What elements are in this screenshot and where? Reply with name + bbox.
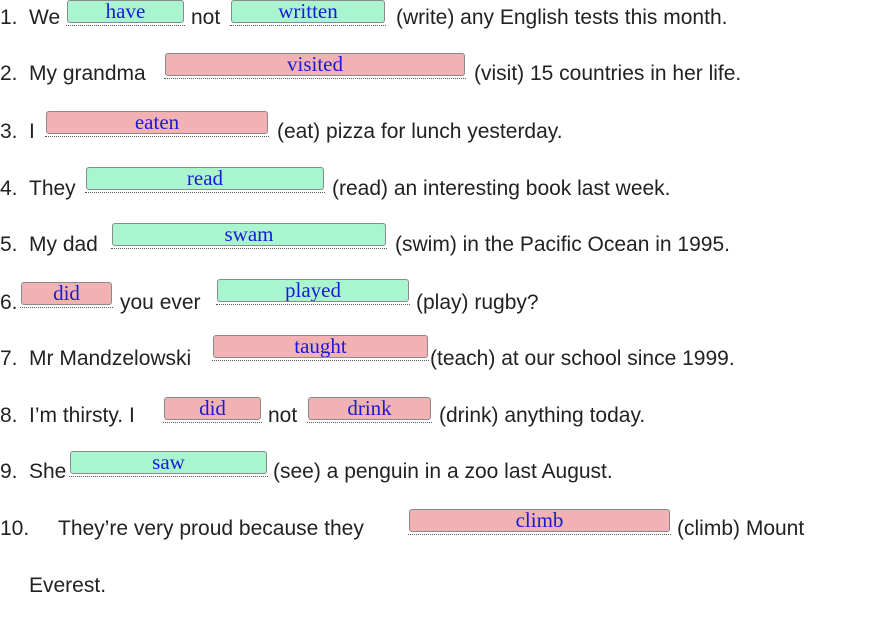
answer-input[interactable] [21, 282, 112, 305]
answer-blank [216, 279, 410, 305]
answer-blank [85, 167, 325, 193]
sentence-text: My grandma [29, 62, 146, 85]
answer-input[interactable] [164, 397, 261, 420]
sentence-text: They’re very proud because they [58, 517, 364, 540]
answer-input[interactable] [46, 111, 268, 134]
sentence-text: not [268, 404, 298, 427]
sentence-text: Everest. [29, 574, 107, 597]
sentence-text: I’m thirsty. I [29, 404, 135, 427]
answer-input[interactable] [67, 0, 184, 23]
item-number: 2. [0, 62, 18, 85]
answer-blank [212, 335, 429, 361]
item-number: 7. [0, 347, 18, 370]
sentence-text: My dad [29, 233, 98, 256]
sentence-text: Mr Mandzelowski [29, 347, 192, 370]
answer-input[interactable] [70, 451, 267, 474]
answer-input[interactable] [409, 509, 670, 532]
answer-blank [66, 0, 185, 26]
answer-input[interactable] [217, 279, 409, 302]
answer-input[interactable] [213, 335, 428, 358]
answer-input[interactable] [165, 53, 465, 76]
sentence-text: We [29, 6, 61, 29]
item-number: 10. [0, 517, 30, 540]
sentence-text: I [29, 120, 35, 143]
sentence-text: (teach) at our school since 1999. [430, 347, 735, 370]
answer-blank [408, 509, 671, 535]
answer-blank [163, 397, 262, 423]
answer-blank [307, 397, 432, 423]
answer-input[interactable] [308, 397, 431, 420]
answer-blank [69, 451, 268, 477]
sentence-text: (swim) in the Pacific Ocean in 1995. [395, 233, 730, 256]
sentence-text: (drink) anything today. [439, 404, 646, 427]
answer-blank [45, 111, 269, 137]
answer-blank [20, 282, 113, 308]
answer-blank [164, 53, 466, 79]
item-number: 6. [0, 291, 18, 314]
sentence-text: (play) rugby? [416, 291, 539, 314]
sentence-text: (write) any English tests this month. [396, 6, 728, 29]
sentence-text: not [191, 6, 221, 29]
item-number: 4. [0, 177, 18, 200]
sentence-text: (eat) pizza for lunch yesterday. [277, 120, 563, 143]
sentence-text: (climb) Mount [677, 517, 805, 540]
sentence-text: (visit) 15 countries in her life. [474, 62, 742, 85]
answer-input[interactable] [86, 167, 324, 190]
answer-input[interactable] [231, 0, 385, 23]
item-number: 1. [0, 6, 18, 29]
sentence-text: They [29, 177, 76, 200]
sentence-text: She [29, 460, 67, 483]
sentence-text: you ever [120, 291, 201, 314]
sentence-text: (read) an interesting book last week. [332, 177, 671, 200]
item-number: 5. [0, 233, 18, 256]
sentence-text: (see) a penguin in a zoo last August. [273, 460, 613, 483]
answer-blank [230, 0, 386, 26]
item-number: 8. [0, 404, 18, 427]
item-number: 9. [0, 460, 18, 483]
item-number: 3. [0, 120, 18, 143]
answer-blank [111, 223, 387, 249]
answer-input[interactable] [112, 223, 386, 246]
